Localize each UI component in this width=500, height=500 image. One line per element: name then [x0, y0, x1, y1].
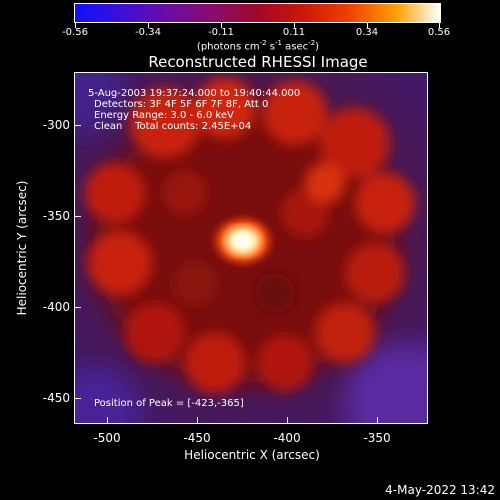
- y-tick-label: -350: [42, 209, 70, 223]
- x-tick: [377, 417, 378, 423]
- colorbar-tick: [75, 22, 76, 28]
- y-tick-label: -400: [42, 300, 70, 314]
- rhessi-map-graphic: [75, 73, 427, 423]
- x-axis-title: Heliocentric X (arcsec): [184, 448, 320, 462]
- colorbar-tick-label: 0.11: [282, 27, 306, 38]
- total-counts-label: Clean Total counts: 2.45E+04: [94, 121, 252, 132]
- colorbar-tick: [148, 22, 149, 28]
- peak-position-label: Position of Peak = [-423,-365]: [94, 398, 244, 409]
- detectors-label: Detectors: 3F 4F 5F 6F 7F 8F, Att 0: [94, 99, 269, 110]
- x-tick-label: -400: [273, 431, 301, 445]
- colorbar-tick-label: -0.11: [208, 27, 234, 38]
- y-tick-label: -450: [42, 391, 70, 405]
- y-tick-label: -300: [42, 118, 70, 132]
- colorbar-tick-label: -0.56: [62, 27, 88, 38]
- colorbar-unit: (photons cm-2 s-1 asec-2): [196, 39, 320, 53]
- colorbar-tick-label: 0.56: [427, 27, 451, 38]
- colorbar-tick: [439, 22, 440, 28]
- colorbar: [74, 3, 441, 23]
- image-title: Reconstructed RHESSI Image: [148, 53, 368, 71]
- x-tick-label: -450: [183, 431, 211, 445]
- y-tick: [75, 216, 81, 217]
- colorbar-tick-label: -0.34: [135, 27, 161, 38]
- colorbar-tick-label: 0.34: [355, 27, 379, 38]
- colorbar-tick: [221, 22, 222, 28]
- y-tick: [75, 398, 81, 399]
- x-tick-label: -350: [363, 431, 391, 445]
- rhessi-image: [74, 72, 428, 424]
- y-tick: [75, 307, 81, 308]
- y-axis-title: Heliocentric Y (arcsec): [15, 180, 29, 316]
- x-tick: [287, 417, 288, 423]
- x-tick-label: -500: [93, 431, 121, 445]
- x-tick: [107, 417, 108, 423]
- energy-range-label: Energy Range: 3.0 - 6.0 keV: [94, 110, 234, 121]
- x-tick: [197, 417, 198, 423]
- colorbar-tick: [367, 22, 368, 28]
- timestamp: 4-May-2022 13:42: [385, 483, 495, 497]
- colorbar-tick: [294, 22, 295, 28]
- y-tick: [75, 125, 81, 126]
- time-range-label: 5-Aug-2003 19:37:24.000 to 19:40:44.000: [88, 88, 301, 99]
